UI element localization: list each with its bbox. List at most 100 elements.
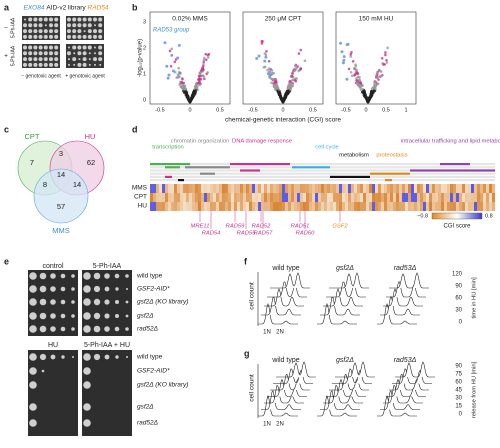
heatmap-cell	[456, 202, 460, 211]
gene-dot	[291, 79, 294, 82]
heatmap-cell	[276, 184, 280, 193]
dna-histogram	[270, 272, 310, 289]
heatmap-cell	[348, 193, 352, 202]
colony	[33, 62, 38, 67]
colony	[72, 34, 77, 39]
heatmap-cell	[282, 184, 286, 193]
colony	[24, 18, 26, 21]
heatmap-cell	[192, 193, 196, 202]
yeast-spot	[104, 299, 110, 305]
annotation-track	[150, 179, 495, 182]
row-label: HU	[138, 203, 148, 210]
colony	[77, 45, 82, 50]
heatmap-cell	[369, 193, 373, 202]
strain-label: GSF2-AID*	[137, 368, 170, 375]
heatmap-cell	[444, 184, 448, 193]
heatmap-cell	[264, 193, 268, 202]
heatmap-cell	[420, 184, 424, 193]
heatmap-cell	[168, 184, 172, 193]
heatmap-cell	[255, 202, 259, 211]
venn-count: 14	[73, 180, 81, 189]
heatmap-cell	[189, 184, 193, 193]
gene-dot	[182, 81, 186, 85]
heatmap-cell	[192, 184, 196, 193]
gene-dot	[206, 56, 210, 59]
yeast-spot	[39, 272, 47, 280]
heatmap-cell	[183, 184, 187, 193]
colony	[73, 52, 76, 55]
heatmap-cell	[249, 202, 253, 211]
heatmap-cell	[297, 202, 301, 211]
colony	[43, 45, 48, 50]
gene-dot	[366, 100, 370, 103]
yeast-spot	[71, 314, 75, 318]
heatmap-cell	[330, 193, 334, 202]
gene-dot	[170, 54, 173, 57]
time-label: 30	[455, 396, 462, 402]
gene-dot	[341, 61, 345, 65]
dna-histogram	[258, 303, 298, 325]
heatmap-cell	[249, 193, 253, 202]
gene-dot	[299, 67, 303, 71]
colony	[54, 51, 59, 56]
heatmap-cell	[357, 193, 361, 202]
gene-dot	[355, 76, 358, 80]
heatmap-cell	[480, 202, 484, 211]
yeast-spot	[71, 287, 75, 291]
colony	[77, 17, 82, 22]
dna-histogram	[320, 390, 360, 410]
gene-dot	[264, 55, 268, 59]
yeast-spot	[71, 274, 75, 278]
gene-dot	[275, 81, 278, 84]
venn-count: 62	[87, 158, 95, 167]
colony	[44, 24, 47, 27]
heatmap-cell	[234, 202, 238, 211]
gene-dot	[378, 69, 381, 72]
colony	[49, 62, 53, 67]
gene-dot	[385, 58, 388, 62]
heatmap-cell	[492, 193, 496, 202]
heatmap-cell	[483, 202, 487, 211]
annotation-track	[150, 163, 495, 166]
yeast-spot	[125, 327, 129, 331]
colony	[98, 51, 103, 56]
gene-dot	[192, 91, 196, 95]
gene-dot	[384, 53, 387, 57]
colony	[49, 17, 53, 22]
heatmap-cell	[162, 202, 166, 211]
heatmap-cell	[423, 202, 427, 211]
gene-dot	[270, 81, 273, 85]
heatmap-cell	[438, 202, 442, 211]
heatmap-cell	[201, 202, 205, 211]
heatmap-cell	[468, 193, 472, 202]
annotation-bar	[240, 169, 260, 172]
dna-histogram	[380, 295, 420, 316]
colony	[93, 57, 97, 62]
colony	[28, 23, 33, 28]
gene-dot	[358, 75, 361, 79]
gene-dot	[349, 70, 353, 74]
gene-dot	[193, 89, 196, 93]
colony	[38, 34, 43, 39]
heatmap-cell	[273, 193, 277, 202]
panel-label: g	[244, 348, 250, 358]
heatmap-cell	[231, 193, 235, 202]
dna-histogram	[383, 288, 423, 307]
heatmap-cell	[321, 184, 325, 193]
heatmap-cell	[258, 193, 262, 202]
yeast-spot	[126, 356, 128, 358]
yeast-spot	[39, 325, 47, 333]
panel-title: AID-v2 library	[46, 5, 86, 12]
gene-dot	[359, 88, 363, 91]
colony	[98, 29, 103, 34]
colony	[94, 63, 96, 66]
dna-histogram	[389, 373, 429, 391]
x-label: 2N	[276, 422, 284, 428]
heatmap-cell	[204, 184, 208, 193]
colony	[82, 57, 87, 62]
heatmap-cell	[309, 202, 313, 211]
strain-label: rad52Δ	[137, 420, 158, 427]
yeast-spot	[93, 285, 101, 293]
heatmap-cell	[411, 202, 415, 211]
heatmap-cell	[366, 184, 370, 193]
